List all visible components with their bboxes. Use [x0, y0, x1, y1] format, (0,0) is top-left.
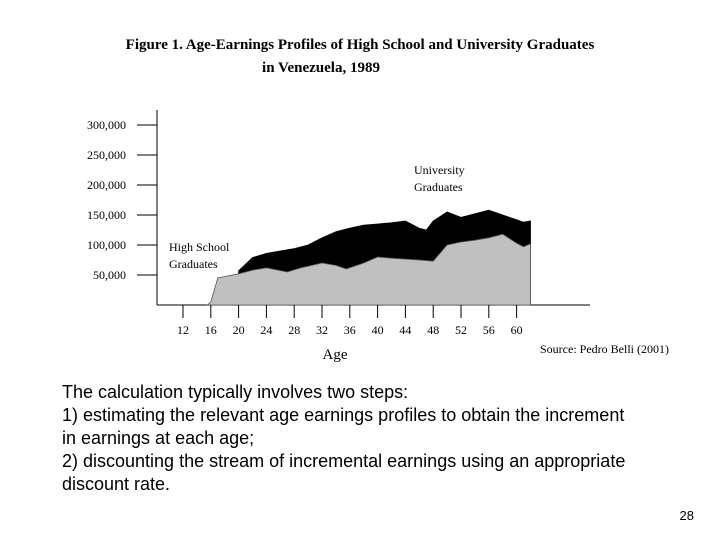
y-tick-label: 50,000 [93, 268, 126, 282]
chart-subtitle: in Venezuela, 1989 [262, 60, 380, 76]
x-tick-label: 20 [233, 323, 245, 337]
y-tick-label: 200,000 [87, 178, 126, 192]
x-axis-label: Age [323, 347, 348, 363]
chart-title: Figure 1. Age-Earnings Profiles of High … [125, 37, 595, 53]
x-tick-label: 36 [344, 323, 356, 337]
x-tick-label: 12 [177, 323, 189, 337]
x-tick-label: 28 [288, 323, 300, 337]
body-line: discount rate. [62, 474, 171, 494]
age-earnings-chart: 300,000 250,000 200,000 150,000 100,000 50,00… [87, 110, 669, 363]
annotation-university: University [414, 163, 465, 177]
y-tick-label: 150,000 [87, 208, 126, 222]
x-tick-label: 32 [316, 323, 328, 337]
x-tick-label: 24 [260, 323, 272, 337]
body-text: The calculation typically involves two s… [62, 381, 712, 496]
x-tick-label: 48 [427, 323, 439, 337]
x-tick-label: 56 [483, 323, 495, 337]
body-line: in earnings at each age; [62, 428, 255, 448]
annotation-university: Graduates [414, 180, 463, 194]
y-tick-label: 250,000 [87, 148, 126, 162]
x-tick-label: 52 [455, 323, 467, 337]
source-note: Source: Pedro Belli (2001) [540, 342, 669, 356]
annotation-high-school: High School [169, 240, 230, 254]
x-tick-label: 44 [399, 323, 411, 337]
body-line: 1) estimating the relevant age earnings … [62, 405, 625, 425]
body-line: 2) discounting the stream of incremental… [62, 451, 626, 471]
series-area-high-school [206, 233, 531, 306]
x-tick-label: 40 [372, 323, 384, 337]
x-tick-label: 16 [205, 323, 217, 337]
annotation-high-school: Graduates [169, 257, 218, 271]
y-tick-label: 100,000 [87, 238, 126, 252]
x-tick-label: 60 [511, 323, 523, 337]
body-line: The calculation typically involves two s… [62, 382, 409, 402]
page-number: 28 [679, 508, 694, 523]
y-tick-label: 300,000 [87, 118, 126, 132]
